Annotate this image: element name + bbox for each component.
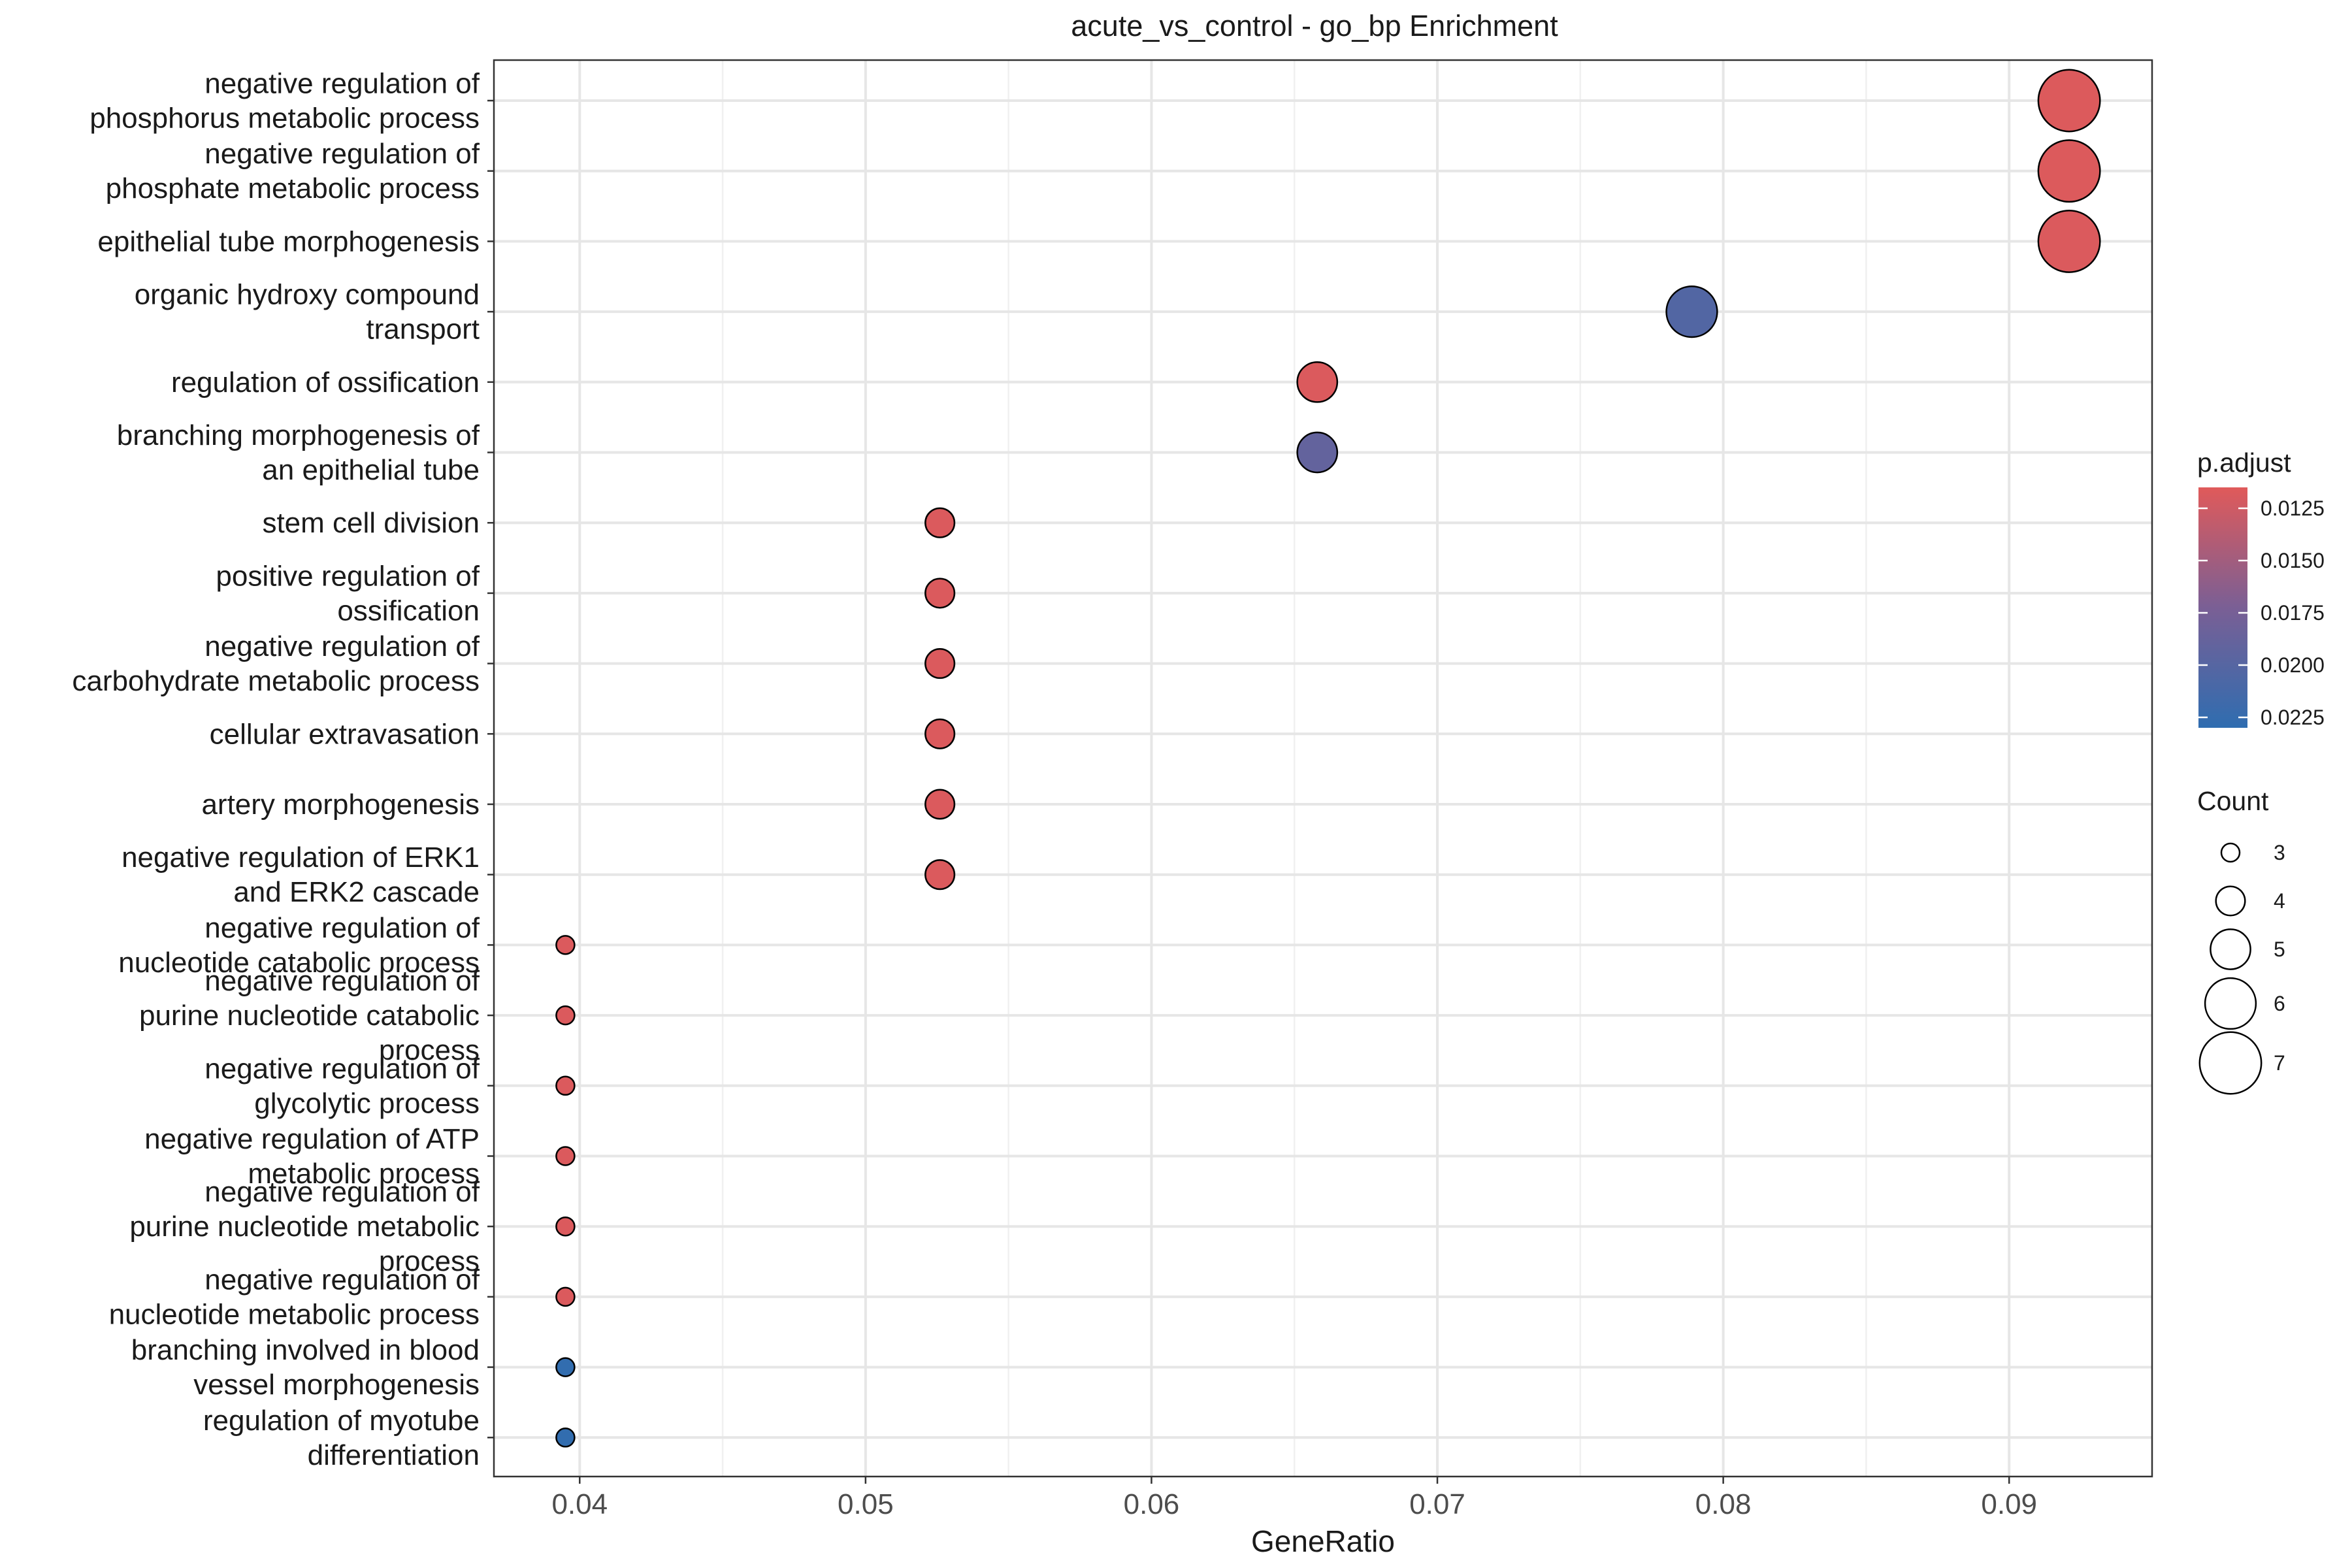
points-layer [555,69,2101,1448]
y-axis-label: transport [366,314,480,346]
y-axis-label: cellular extravasation [210,718,480,750]
y-axis-label: ossification [337,595,480,627]
x-tick-label: 0.07 [1409,1488,1465,1520]
y-axis-label: branching morphogenesis of [117,419,480,451]
size-legend-circle [2204,977,2257,1030]
data-point [924,789,956,820]
x-tick-label: 0.05 [838,1488,894,1520]
x-tick-label: 0.04 [551,1488,608,1520]
y-axis-label: regulation of ossification [171,367,480,399]
size-legend-label: 6 [2274,992,2285,1015]
x-tick-label: 0.09 [1981,1488,2037,1520]
data-point [2037,209,2101,273]
data-point [555,1005,576,1026]
data-point [1296,361,1339,403]
y-axis-label: negative regulation of [204,1053,480,1085]
colorbar-tick-label: 0.0175 [2261,601,2325,625]
y-axis-label: phosphorus metabolic process [90,103,480,135]
grid-layer [494,60,2152,1477]
y-axis-label: nucleotide catabolic process [118,947,480,979]
data-point [555,1357,576,1377]
x-axis: 0.04 0.05 0.06 0.07 0.08 0.09 [551,1477,2037,1520]
y-axis-label: negative regulation of [204,965,480,997]
data-point [555,1146,576,1166]
size-legend-keys: 3 4 5 6 7 [2198,841,2285,1095]
y-axis-label: negative regulation of [204,630,480,662]
x-tick-label: 0.08 [1695,1488,1752,1520]
y-axis-label: organic hydroxy compound [135,279,480,311]
size-legend-title: Count [2197,786,2269,816]
color-legend-title: p.adjust [2197,448,2291,478]
y-axis-label: carbohydrate metabolic process [72,665,480,697]
y-axis-label: negative regulation of [204,1264,480,1296]
size-legend-label: 4 [2274,889,2285,913]
y-axis-label: branching involved in blood [131,1334,480,1366]
data-point [1665,285,1718,338]
data-point [924,718,956,749]
data-point [2037,69,2101,133]
data-point [924,648,956,679]
y-axis-label: negative regulation of ERK1 [122,841,480,874]
y-axis-label: epithelial tube morphogenesis [97,225,480,257]
data-point [924,859,956,890]
size-legend-circle [2210,928,2251,970]
color-legend: p.adjust 0.0125 0.0150 0.0175 0.0200 0.0225 [2197,448,2325,729]
y-axis-label: artery morphogenesis [201,789,480,821]
y-axis-label: negative regulation of [204,912,480,944]
size-legend-circle [2215,885,2246,917]
y-axis-label: negative regulation of [204,138,480,170]
size-legend-label: 7 [2274,1051,2285,1075]
y-axis-label: nucleotide metabolic process [109,1298,480,1330]
colorbar-tick-label: 0.0125 [2261,497,2325,520]
data-point [555,1428,576,1448]
data-point [555,1216,576,1237]
data-point [924,507,956,538]
y-axis-label: process [379,1245,480,1277]
chart-title: acute_vs_control - go_bp Enrichment [1071,9,1558,42]
y-axis-label: metabolic process [248,1158,480,1190]
y-axis-label: purine nucleotide metabolic [129,1211,480,1243]
y-axis-label: differentiation [308,1439,480,1471]
size-legend-label: 5 [2274,938,2285,961]
y-axis-label: an epithelial tube [262,454,480,486]
y-axis-label: negative regulation of [204,1176,480,1208]
plot-frame [493,59,2153,1478]
x-axis-title: GeneRatio [1251,1524,1395,1558]
y-axis-label: vessel morphogenesis [193,1369,480,1401]
data-point [924,578,956,609]
data-point [2037,139,2101,203]
size-legend-circle [2198,1031,2262,1095]
data-point [555,1286,576,1307]
size-legend-circle [2220,842,2241,863]
colorbar [2198,487,2247,728]
colorbar-tick-label: 0.0225 [2261,706,2325,729]
colorbar-tick-label: 0.0200 [2261,653,2325,677]
data-point [555,1075,576,1096]
y-axis-label: positive regulation of [216,560,480,592]
y-axis-label: and ERK2 cascade [233,876,480,908]
size-legend-label: 3 [2274,841,2285,864]
colorbar-ticks: 0.0125 0.0150 0.0175 0.0200 0.0225 [2198,497,2325,729]
y-axis-label: purine nucleotide catabolic [139,1000,480,1032]
y-axis-label: phosphate metabolic process [106,172,480,204]
size-legend: Count 3 4 5 6 7 [2197,786,2285,1095]
y-axis-label: negative regulation of [204,68,480,100]
y-axis-label: process [379,1034,480,1066]
data-point [555,935,576,955]
y-axis-label: stem cell division [262,507,480,539]
colorbar-tick-label: 0.0150 [2261,549,2325,572]
x-tick-label: 0.06 [1124,1488,1180,1520]
y-axis-label: regulation of myotube [203,1405,480,1437]
y-axis-label: negative regulation of ATP [144,1123,480,1155]
y-axis-label: glycolytic process [254,1087,480,1119]
data-point [1296,431,1339,474]
